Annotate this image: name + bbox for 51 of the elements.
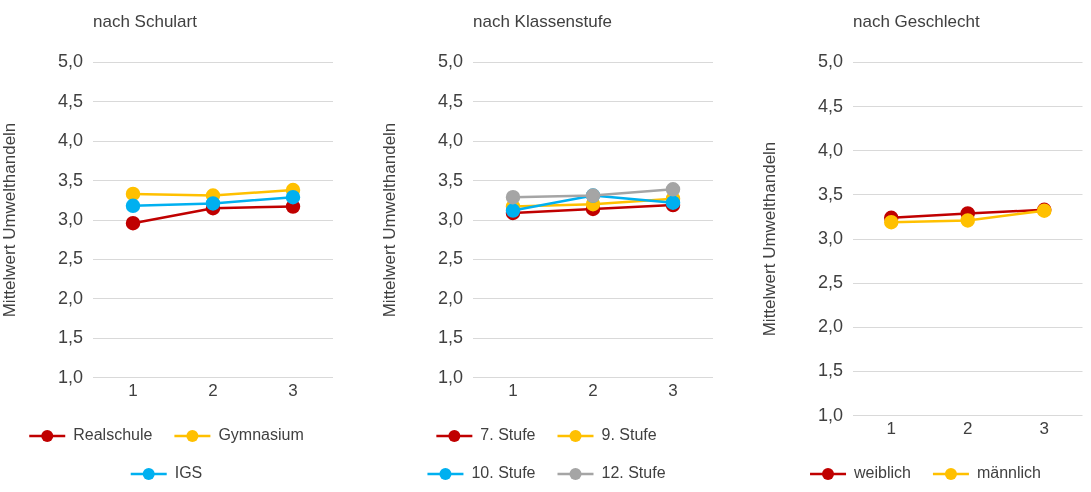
y-tick-label: 3,5 bbox=[817, 183, 843, 204]
y-tick-label: 5,0 bbox=[57, 51, 83, 72]
x-tick-label: 2 bbox=[208, 381, 218, 401]
y-tick-label: 1,0 bbox=[57, 366, 83, 387]
y-tick-label: 3,0 bbox=[437, 208, 463, 229]
legend-label: 10. Stufe bbox=[471, 464, 536, 482]
x-tick-label: 1 bbox=[508, 381, 518, 401]
y-tick-label: 2,5 bbox=[817, 272, 843, 293]
y-tick-label: 2,5 bbox=[437, 248, 463, 269]
y-tick-label: 2,0 bbox=[57, 287, 83, 308]
y-tick-label: 1,0 bbox=[817, 404, 843, 425]
y-tick-label: 4,0 bbox=[817, 139, 843, 160]
y-tick-label: 1,5 bbox=[437, 327, 463, 348]
legend-label: Gymnasium bbox=[218, 426, 304, 444]
y-tick-label: 5,0 bbox=[437, 51, 463, 72]
y-tick-label: 3,5 bbox=[437, 169, 463, 190]
legend-label: 12. Stufe bbox=[601, 464, 666, 482]
y-tick-label: 4,5 bbox=[817, 95, 843, 116]
y-axis-title: Mittelwert Umwelthandeln bbox=[759, 141, 779, 337]
legend-label: Realschule bbox=[73, 426, 153, 444]
y-tick-label: 4,0 bbox=[437, 130, 463, 151]
y-tick-label: 1,5 bbox=[817, 360, 843, 381]
y-tick-label: 2,0 bbox=[817, 316, 843, 337]
y-tick-label: 4,0 bbox=[57, 130, 83, 151]
x-tick-label: 3 bbox=[668, 381, 678, 401]
x-tick-label: 3 bbox=[288, 381, 298, 401]
y-axis-title: Mittelwert Umwelthandeln bbox=[0, 122, 19, 318]
y-tick-label: 3,5 bbox=[57, 169, 83, 190]
y-tick-label: 4,5 bbox=[437, 90, 463, 111]
y-tick-label: 4,5 bbox=[57, 90, 83, 111]
y-tick-label: 1,5 bbox=[57, 327, 83, 348]
legend-label: 7. Stufe bbox=[480, 426, 536, 444]
x-tick-label: 2 bbox=[963, 419, 973, 439]
legend-label: weiblich bbox=[853, 464, 911, 482]
y-tick-label: 3,0 bbox=[817, 227, 843, 248]
legend-label: männlich bbox=[976, 464, 1041, 482]
chart-title: nach Schulart bbox=[93, 11, 198, 31]
x-tick-label: 2 bbox=[588, 381, 598, 401]
y-tick-label: 5,0 bbox=[817, 51, 843, 72]
x-tick-label: 1 bbox=[128, 381, 138, 401]
y-tick-label: 3,0 bbox=[57, 208, 83, 229]
legend-label: 9. Stufe bbox=[601, 426, 657, 444]
y-tick-label: 1,0 bbox=[437, 366, 463, 387]
legend-label: IGS bbox=[174, 464, 203, 482]
y-tick-label: 2,0 bbox=[437, 287, 463, 308]
x-tick-label: 1 bbox=[886, 419, 896, 439]
y-tick-label: 2,5 bbox=[57, 248, 83, 269]
x-tick-label: 3 bbox=[1039, 419, 1049, 439]
y-axis-title: Mittelwert Umwelthandeln bbox=[379, 122, 399, 318]
chart-title: nach Geschlecht bbox=[853, 11, 980, 31]
chart-title: nach Klassenstufe bbox=[473, 11, 612, 31]
